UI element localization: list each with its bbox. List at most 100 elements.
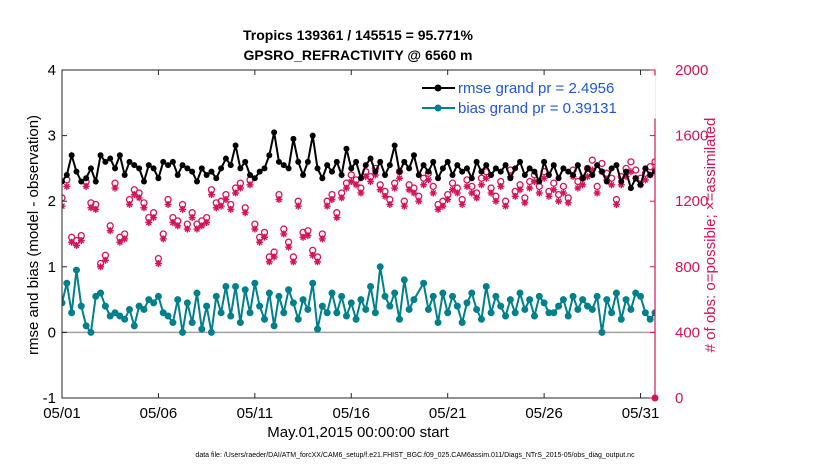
- obs-assimilated-marker: [400, 202, 408, 210]
- rmse-point: [463, 165, 470, 172]
- rmse-point: [401, 158, 408, 165]
- bias-point: [540, 299, 548, 307]
- obs-assimilated-stroke: [165, 201, 172, 208]
- rmse-point: [410, 152, 417, 159]
- obs-assimilated-stroke: [87, 204, 94, 211]
- obs-assimilated-stroke: [512, 193, 519, 200]
- y-tick-label-left: 0: [48, 324, 56, 341]
- rmse-point: [62, 178, 65, 185]
- bias-point: [270, 322, 278, 330]
- bias-point: [497, 302, 505, 310]
- obs-assimilated-stroke: [584, 173, 591, 180]
- obs-assimilated-stroke: [295, 203, 302, 210]
- obs-assimilated-marker: [367, 178, 375, 186]
- bias-point: [492, 292, 500, 300]
- legend-rmse-label: rmse grand pr = 2.4956: [458, 80, 614, 97]
- rmse-point: [140, 178, 147, 185]
- obs-assimilated-stroke: [174, 222, 181, 229]
- bias-point: [318, 302, 326, 310]
- obs-assimilated-marker: [564, 199, 572, 207]
- obs-assimilated-marker: [444, 196, 452, 204]
- obs-assimilated-marker: [516, 186, 524, 194]
- bias-point: [68, 309, 76, 317]
- bias-point: [309, 279, 317, 287]
- bias-point: [328, 289, 336, 297]
- bias-point: [468, 289, 476, 297]
- bias-point: [227, 312, 235, 320]
- rmse-point: [256, 168, 263, 175]
- obs-assimilated-stroke: [304, 232, 311, 239]
- obs-assimilated-stroke: [652, 167, 655, 172]
- obs-assimilated-marker: [477, 181, 485, 189]
- obs-assimilated-stroke: [473, 194, 480, 201]
- data-layer: [62, 129, 655, 336]
- rmse-point: [589, 171, 596, 178]
- obs-assimilated-stroke: [194, 226, 200, 233]
- obs-assimilated-stroke: [579, 181, 586, 188]
- obs-assimilated-marker: [492, 197, 500, 205]
- obs-assimilated-stroke: [155, 260, 162, 267]
- rmse-point: [439, 165, 446, 172]
- rmse-point: [295, 158, 302, 165]
- bias-point: [420, 279, 428, 287]
- obs-assimilated-stroke: [280, 231, 287, 237]
- bias-point: [357, 296, 365, 304]
- obs-assimilated-stroke: [256, 239, 263, 246]
- legend: rmse grand pr = 2.4956 bias grand pr = 0.…: [417, 75, 656, 119]
- obs-assimilated-marker: [270, 253, 278, 261]
- bias-point: [304, 305, 312, 313]
- bias-point: [395, 315, 403, 323]
- bias-point: [473, 305, 481, 313]
- rmse-point: [483, 162, 490, 169]
- obs-assimilated-marker: [333, 214, 341, 222]
- rmse-point: [198, 165, 205, 172]
- obs-assimilated-marker: [217, 202, 225, 210]
- obs-assimilated-stroke: [179, 206, 186, 213]
- obs-assimilated-marker: [256, 238, 264, 246]
- obs-assimilated-marker: [323, 202, 331, 210]
- obs-assimilated-stroke: [160, 235, 167, 242]
- rmse-point: [338, 171, 345, 178]
- obs-assimilated-stroke: [377, 186, 384, 193]
- rmse-point: [555, 175, 562, 182]
- rmse-point: [189, 168, 196, 175]
- obs-assimilated-stroke: [145, 219, 152, 226]
- legend-rmse-swatch-marker: [434, 84, 442, 92]
- obs-assimilated-marker: [593, 189, 601, 197]
- obs-assimilated-marker: [203, 219, 211, 227]
- bias-point: [627, 305, 635, 313]
- bias-point: [579, 296, 587, 304]
- rmse-point: [136, 165, 143, 172]
- obs-assimilated-stroke: [314, 258, 321, 265]
- rmse-point: [251, 175, 258, 182]
- obs-assimilated-marker: [540, 174, 548, 182]
- obs-assimilated-marker: [424, 176, 432, 184]
- rmse-point: [271, 129, 278, 136]
- rmse-point: [280, 162, 287, 169]
- bias-point: [323, 309, 331, 317]
- bias-point: [169, 319, 177, 327]
- obs-assimilated-marker: [174, 222, 182, 230]
- bias-point: [535, 292, 543, 300]
- obs-possible-marker: [588, 156, 596, 164]
- rmse-point: [449, 171, 456, 178]
- bias-point: [593, 292, 601, 300]
- rmse-point: [512, 165, 519, 172]
- obs-assimilated-marker: [188, 214, 196, 222]
- obs-assimilated-marker: [434, 205, 442, 213]
- y-tick-label-right: 2000: [675, 62, 708, 79]
- obs-assimilated-marker: [135, 194, 143, 202]
- obs-assimilated-marker: [318, 235, 326, 243]
- obs-assimilated-stroke: [63, 183, 70, 190]
- obs-assimilated-stroke: [131, 191, 138, 198]
- obs-assimilated-marker: [154, 260, 162, 268]
- obs-assimilated-marker: [62, 202, 66, 210]
- rmse-point: [218, 165, 225, 172]
- obs-assimilated-stroke: [478, 181, 485, 188]
- bias-point: [424, 305, 432, 313]
- obs-assimilated-marker: [179, 205, 187, 213]
- obs-assimilated-stroke: [227, 206, 234, 213]
- rmse-point: [333, 158, 340, 165]
- rmse-point: [517, 158, 524, 165]
- bias-point: [188, 319, 196, 327]
